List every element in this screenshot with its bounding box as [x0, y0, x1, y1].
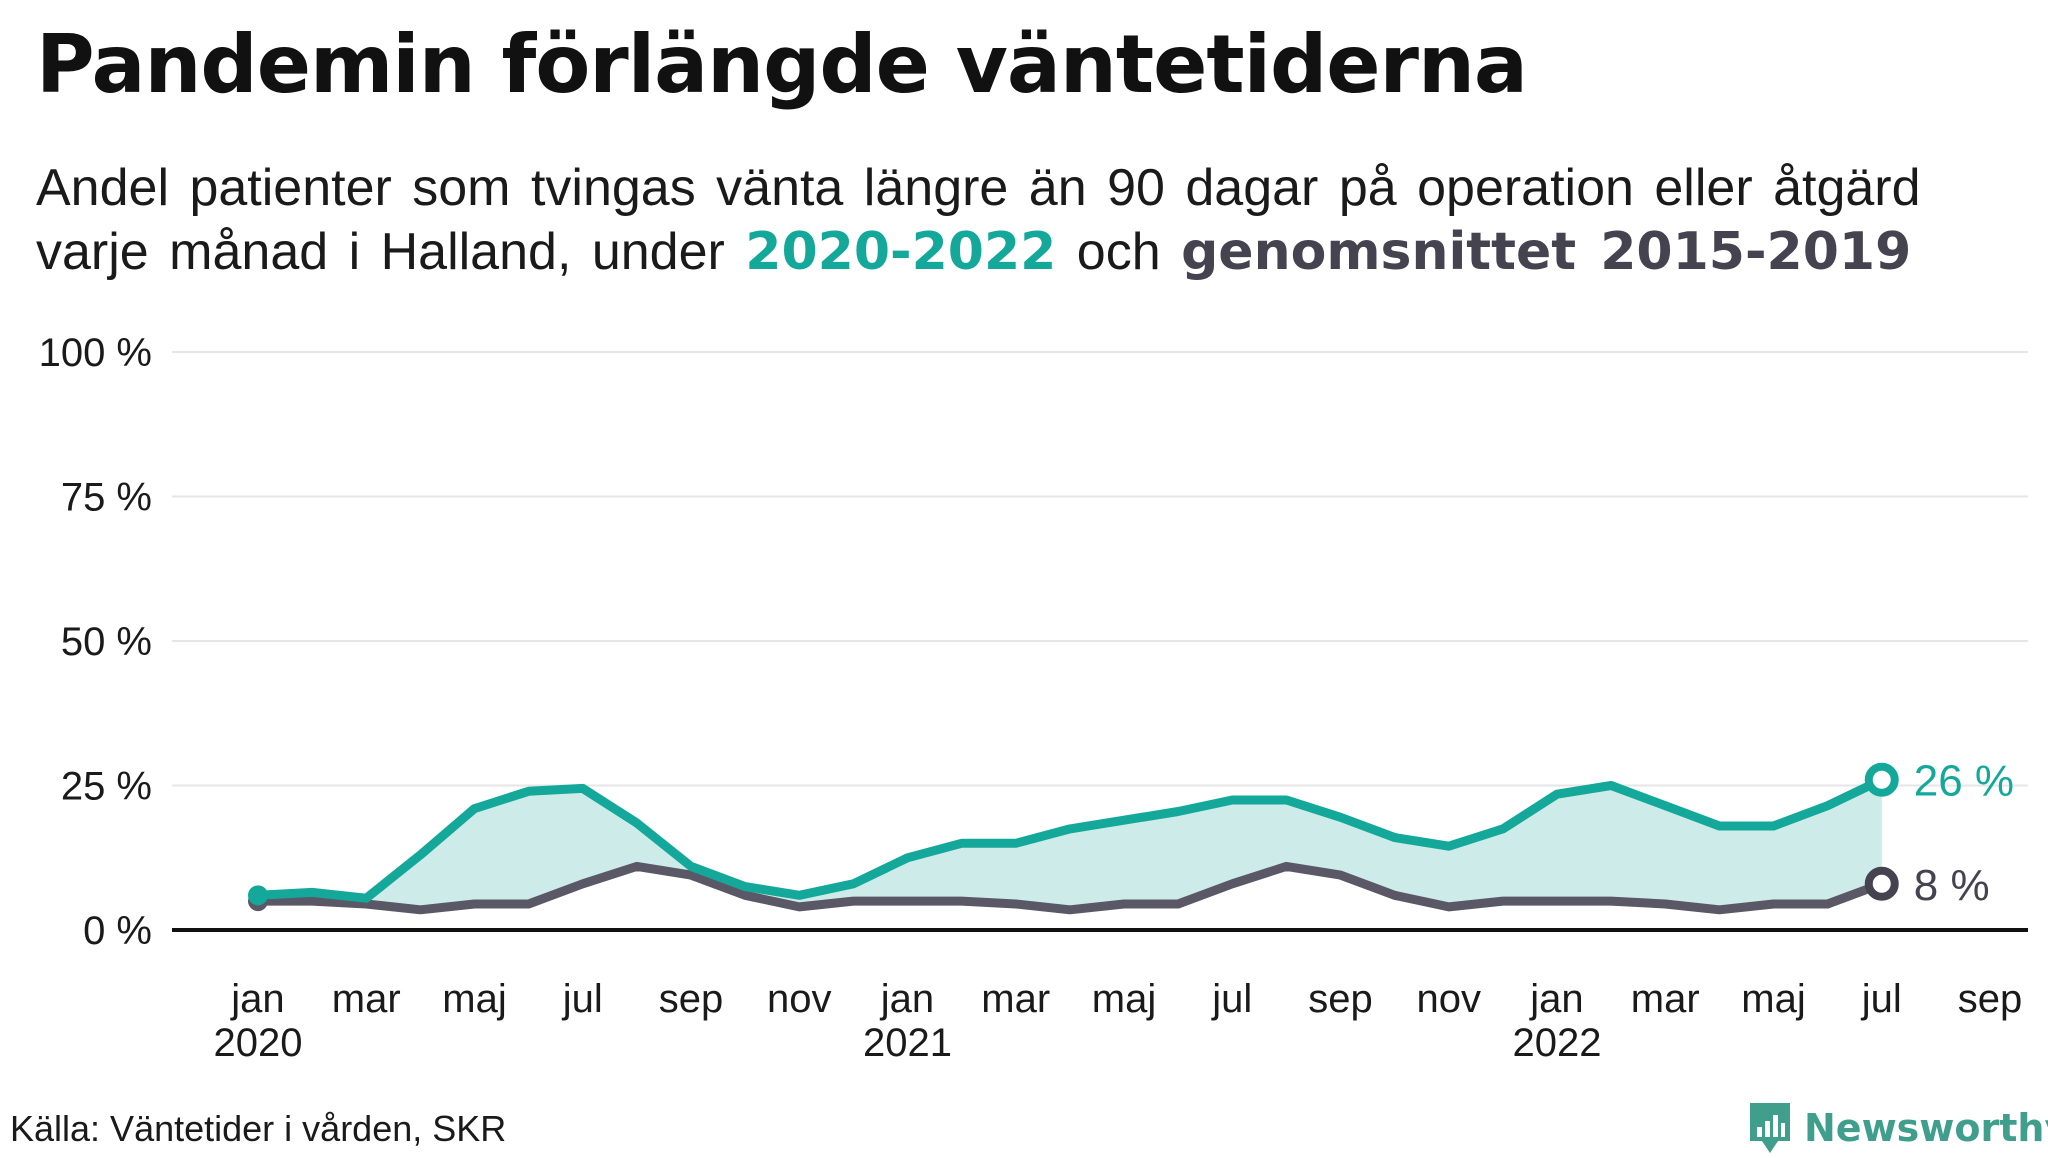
x-tick-label: mar [981, 977, 1050, 1021]
x-tick-label: jul [1861, 977, 1902, 1021]
subtitle-highlight-series-b: genomsnittet 2015-2019 [1181, 222, 1912, 282]
y-axis-labels: 0 % 25 % 50 % 75 % 100 % [39, 331, 152, 953]
newsworthy-logo-icon [1750, 1103, 1790, 1153]
chart-title: Pandemin förlängde väntetiderna [36, 18, 1528, 111]
x-tick-label: sep [659, 977, 724, 1021]
y-tick-label: 50 % [61, 620, 152, 664]
series-line-average [253, 861, 1887, 915]
x-tick-label: mar [1631, 977, 1700, 1021]
series-line-2020-2022 [253, 775, 1887, 903]
x-tick-label: maj [1092, 977, 1156, 1021]
x-tick-label: mar [332, 977, 401, 1021]
x-tick-label: jan [1529, 977, 1583, 1021]
brand-logo[interactable]: Newsworthy [1748, 1098, 2048, 1158]
x-tick-year-label: 2022 [1513, 1021, 1602, 1065]
end-label-2020-2022: 26 % [1914, 757, 2014, 806]
x-tick-label: sep [1308, 977, 1373, 1021]
chart-subtitle: Andel patienter som tvingas vänta längre… [36, 156, 2026, 284]
x-tick-label: maj [1741, 977, 1805, 1021]
subtitle-connector: och [1076, 223, 1161, 281]
x-tick-label: nov [767, 977, 832, 1021]
y-tick-label: 0 % [83, 909, 152, 953]
subtitle-text: Andel patienter som tvingas vänta längre… [36, 159, 1921, 281]
x-tick-label: jan [230, 977, 284, 1021]
source-note: Källa: Väntetider i vården, SKR [10, 1108, 507, 1149]
series-end-point-2020-2022 [1864, 762, 1899, 797]
subtitle-highlight-series-a: 2020-2022 [745, 222, 1057, 282]
x-tick-label: sep [1958, 977, 2023, 1021]
x-tick-label: jul [1211, 977, 1252, 1021]
series-markers [248, 762, 1899, 912]
y-tick-label: 75 % [61, 476, 152, 520]
series-end-point-average [1864, 866, 1899, 901]
end-label-average: 8 % [1914, 861, 1990, 910]
y-tick-label: 25 % [61, 765, 152, 809]
x-tick-label: nov [1417, 977, 1482, 1021]
x-tick-label: maj [442, 977, 506, 1021]
gridlines [172, 351, 2028, 787]
x-tick-year-label: 2021 [863, 1021, 952, 1065]
x-tick-label: jan [880, 977, 934, 1021]
series-start-point-2020-2022 [248, 885, 268, 906]
series-end-labels: 26 % 8 % [1914, 757, 2014, 910]
difference-area [258, 779, 1882, 910]
x-tick-year-label: 2020 [214, 1021, 303, 1065]
y-tick-label: 100 % [39, 331, 152, 375]
brand-name: Newsworthy [1804, 1106, 2048, 1150]
x-tick-label: jul [562, 977, 603, 1021]
